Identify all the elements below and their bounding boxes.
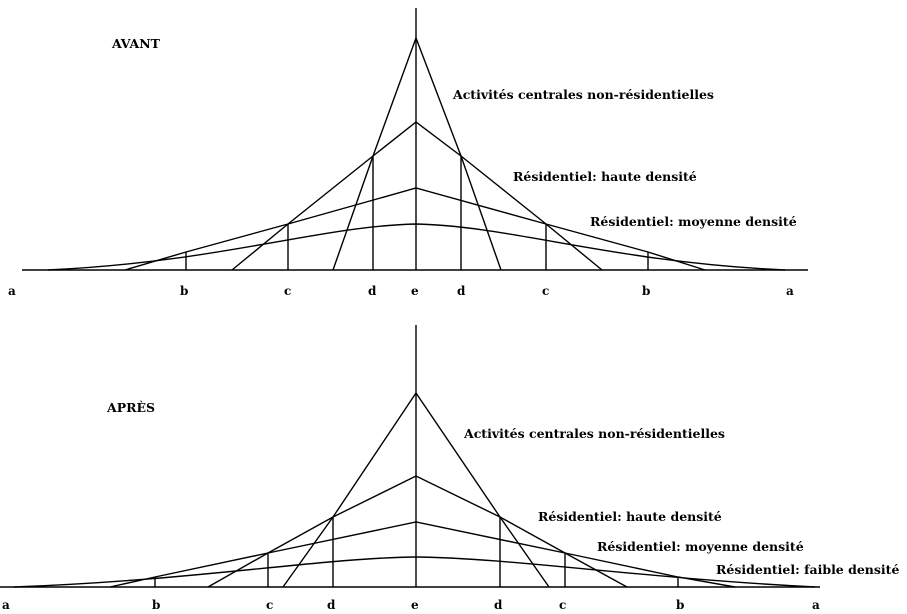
apres-tick: a <box>812 598 820 612</box>
apres-label-faible: Résidentiel: faible densité <box>716 562 899 577</box>
avant-label-moyenne: Résidentiel: moyenne densité <box>590 214 797 229</box>
apres-panel: APRÈS Activités centrales non-résidentie… <box>0 325 899 612</box>
apres-tick: c <box>559 598 566 612</box>
avant-moyenne-curve <box>124 187 706 271</box>
apres-central-curve <box>282 391 550 588</box>
avant-label-central: Activités centrales non-résidentielles <box>452 87 714 102</box>
apres-tick: e <box>411 598 419 612</box>
avant-tick: c <box>542 284 549 298</box>
apres-title: APRÈS <box>106 400 155 415</box>
avant-tick: e <box>411 284 419 298</box>
avant-tick: c <box>284 284 291 298</box>
avant-tick: a <box>8 284 16 298</box>
avant-tick: a <box>786 284 794 298</box>
apres-haute-curve <box>207 475 628 588</box>
apres-label-central: Activités centrales non-résidentielles <box>463 426 725 441</box>
avant-panel: AVANT Activités centrales non-résidentie… <box>8 8 808 298</box>
apres-tick: b <box>676 598 684 612</box>
avant-label-haute: Résidentiel: haute densité <box>513 169 697 184</box>
apres-label-moyenne: Résidentiel: moyenne densité <box>597 539 804 554</box>
avant-tick: d <box>368 284 377 298</box>
apres-tick: d <box>494 598 503 612</box>
avant-title: AVANT <box>111 36 161 51</box>
apres-moyenne-curve <box>109 521 736 588</box>
apres-label-haute: Résidentiel: haute densité <box>538 509 722 524</box>
apres-tick: a <box>2 598 10 612</box>
apres-faible-curve <box>13 556 816 588</box>
avant-tick: b <box>642 284 650 298</box>
apres-tick: b <box>152 598 160 612</box>
avant-tick: b <box>180 284 188 298</box>
apres-tick: c <box>266 598 273 612</box>
avant-central-curve <box>332 35 502 271</box>
avant-faible-curve <box>47 223 786 271</box>
avant-tick: d <box>457 284 466 298</box>
apres-tick: d <box>327 598 336 612</box>
